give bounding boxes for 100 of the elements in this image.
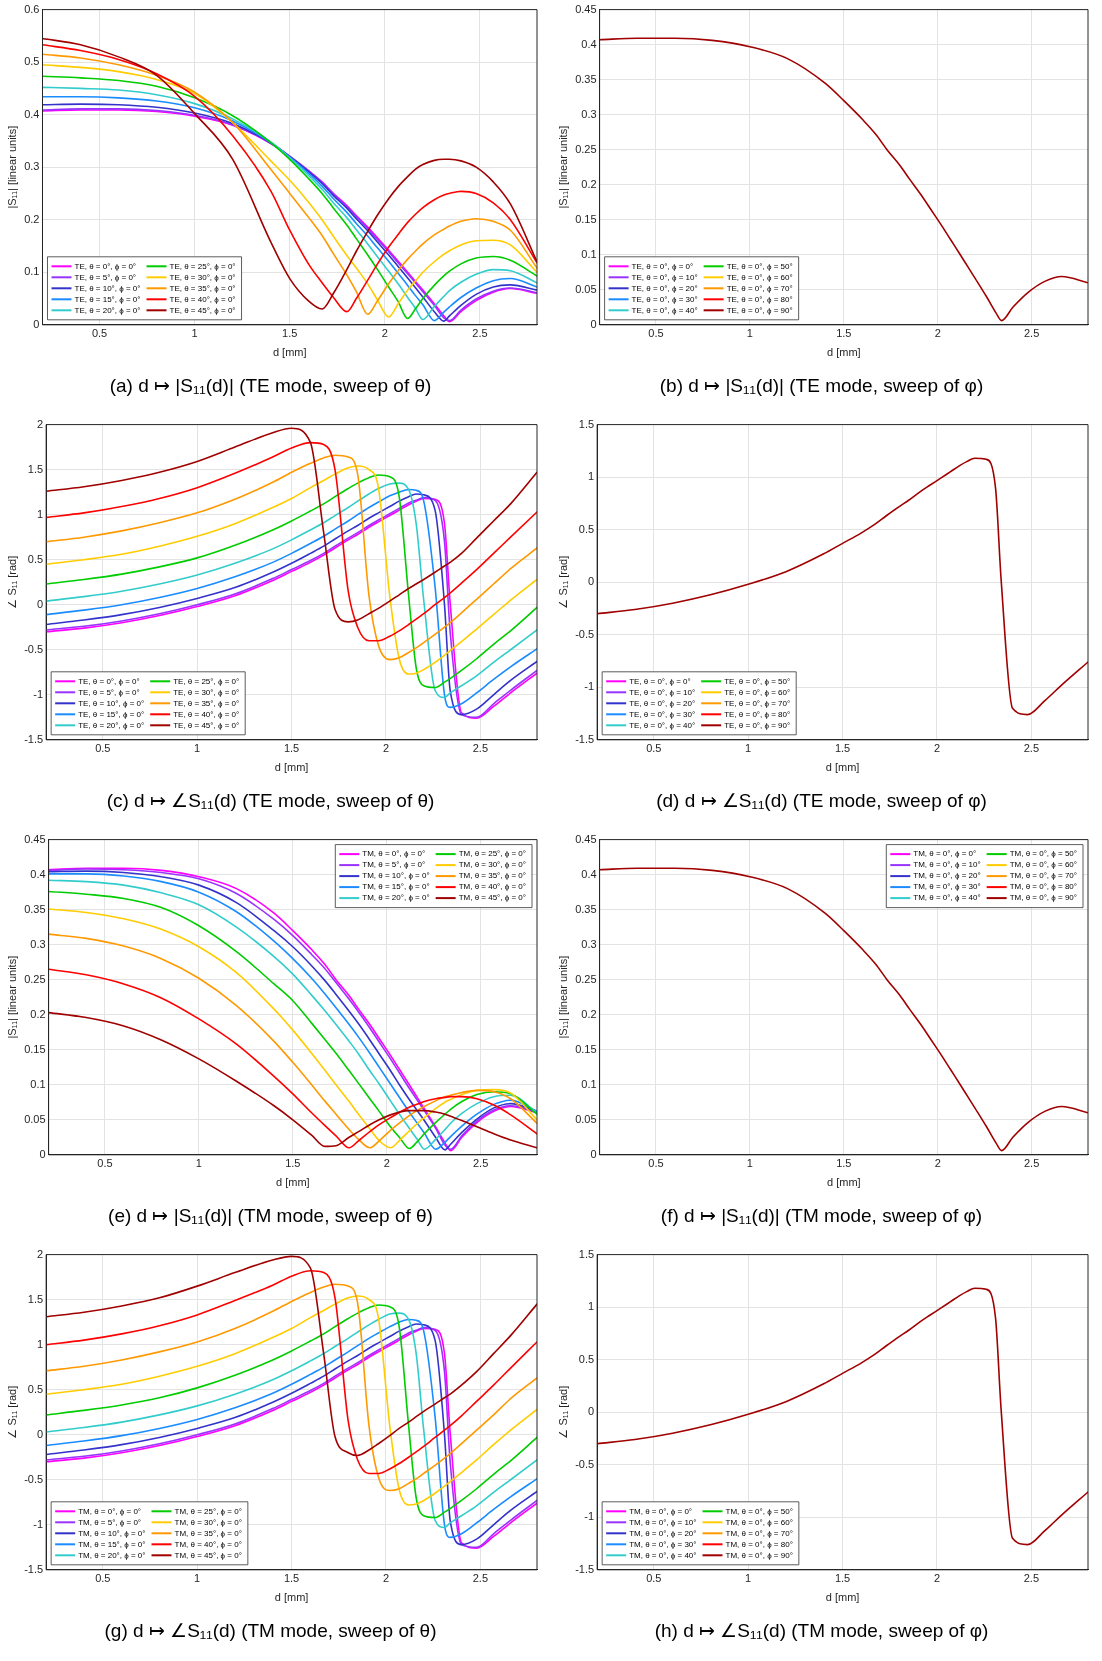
y-tick-label: 0.45 [575,832,597,845]
legend-label: TE, θ = 0°, ϕ = 50° [724,676,791,686]
y-tick-label: 0.5 [27,1382,44,1395]
legend-label: TM, θ = 0°, ϕ = 70° [725,1528,793,1538]
y-tick-label: 0.5 [578,1352,595,1365]
legend-label: TE, θ = 30°, ϕ = 0° [173,687,240,697]
text: (f) d ↦ |S₁₁(d)| (TM mode, sweep of φ) [660,1204,983,1226]
legend-label: TE, θ = 0°, ϕ = 80° [724,709,791,719]
x-tick-label: 2.5 [1023,742,1040,755]
x-tick-label: 1.5 [834,742,851,755]
x-tick-label: 1 [194,742,201,755]
legend-label: TM, θ = 15°, ϕ = 0° [78,1539,146,1549]
x-axis-title: d [mm] [825,1590,860,1603]
legend-label: TE, θ = 30°, ϕ = 0° [169,272,236,282]
legend-label: TE, θ = 5°, ϕ = 0° [74,272,137,282]
x-tick-label: 1 [746,327,753,340]
line-series [48,1011,537,1149]
y-tick-label: 1.5 [27,1292,44,1305]
y-tick-label: 1.5 [578,417,595,430]
y-tick-label: 0 [588,575,595,588]
x-tick-label: 2 [933,742,941,755]
legend-label: TM, θ = 0°, ϕ = 40° [629,1550,697,1560]
legend-label: TE, θ = 15°, ϕ = 0° [74,294,141,304]
y-tick-label: 0.15 [575,212,597,225]
y-tick-label: 0.4 [581,37,597,50]
legend-label: TM, θ = 10°, ϕ = 0° [362,871,430,881]
legend-label: TM, θ = 0°, ϕ = 0° [629,1506,693,1516]
x-tick-label: 1 [195,1157,202,1170]
y-tick-label: 0.15 [575,1042,597,1055]
legend-label: TM, θ = 0°, ϕ = 90° [725,1550,793,1560]
y-tick-label: 0 [33,317,40,330]
y-tick-label: -1.5 [24,1562,44,1575]
x-tick-label: 2.5 [473,1157,489,1170]
y-tick-label: -1 [584,680,595,693]
legend-label: TE, θ = 0°, ϕ = 90° [726,305,793,315]
y-tick-label: 0.15 [24,1042,46,1055]
x-tick-label: 2 [383,1157,390,1170]
y-tick-label: -0.5 [24,1472,44,1485]
y-tick-label: 0 [39,1147,46,1160]
y-tick-label: 0.4 [30,867,46,880]
y-tick-label: 0.45 [24,832,46,845]
legend-label: TM, θ = 35°, ϕ = 0° [458,871,527,881]
y-tick-label: 0.1 [30,1077,46,1090]
y-tick-label: -0.5 [24,642,44,655]
legend-label: TM, θ = 0°, ϕ = 60° [725,1517,793,1527]
legend-label: TE, θ = 0°, ϕ = 40° [631,305,698,315]
legend-label: TM, θ = 0°, ϕ = 30° [629,1539,697,1549]
y-tick-label: 0.6 [24,2,40,15]
legend-label: TE, θ = 0°, ϕ = 60° [724,687,791,697]
legend-label: TM, θ = 25°, ϕ = 0° [458,849,527,859]
x-tick-label: 2.5 [1023,1572,1040,1585]
y-tick-label: 0.1 [24,265,40,278]
y-tick-label: 0.5 [24,55,40,68]
y-axis-title: |S₁₁| [linear units] [556,125,569,209]
legend-label: TE, θ = 0°, ϕ = 70° [726,283,793,293]
y-tick-label: 0.05 [575,1112,597,1125]
y-tick-label: -1 [33,1517,44,1530]
legend-label: TE, θ = 0°, ϕ = 10° [631,272,698,282]
y-tick-label: 0.3 [24,160,40,173]
y-tick-label: 0 [590,1147,597,1160]
legend-label: TE, θ = 20°, ϕ = 0° [78,720,145,730]
y-tick-label: -0.5 [575,627,595,640]
y-axis-title: ∠ S₁₁ [rad] [5,1385,18,1439]
y-tick-label: 2 [37,417,44,430]
y-tick-label: 0 [588,1405,595,1418]
y-tick-label: 0.4 [581,867,597,880]
legend-label: TE, θ = 5°, ϕ = 0° [78,687,140,697]
y-tick-label: 0.2 [30,1007,46,1020]
y-tick-label: 1.5 [578,1247,595,1260]
x-tick-label: 2.5 [472,327,488,340]
y-tick-label: 0 [37,597,44,610]
legend-label: TE, θ = 35°, ϕ = 0° [173,698,240,708]
y-axis-title: |S₁₁| [linear units] [5,955,18,1039]
legend-label: TM, θ = 40°, ϕ = 0° [458,882,527,892]
legend-label: TM, θ = 5°, ϕ = 0° [78,1517,142,1527]
legend-label: TM, θ = 5°, ϕ = 0° [362,860,426,870]
y-tick-label: 0.45 [575,2,597,15]
x-tick-label: 0.5 [646,742,662,755]
x-tick-label: 0.5 [91,327,108,340]
x-tick-label: 1.5 [836,1157,852,1170]
x-tick-label: 1.5 [282,327,298,340]
legend-label: TE, θ = 0°, ϕ = 60° [726,272,793,282]
legend-label: TM, θ = 10°, ϕ = 0° [78,1528,146,1538]
legend-label: TM, θ = 40°, ϕ = 0° [174,1539,242,1549]
legend-label: TM, θ = 0°, ϕ = 60° [1009,860,1078,870]
legend-label: TE, θ = 0°, ϕ = 20° [629,698,696,708]
legend-label: TE, θ = 0°, ϕ = 0° [629,676,691,686]
legend-label: TE, θ = 0°, ϕ = 20° [631,283,698,293]
legend-label: TM, θ = 0°, ϕ = 90° [1009,893,1078,903]
legend-label: TM, θ = 30°, ϕ = 0° [174,1517,242,1527]
legend-label: TE, θ = 0°, ϕ = 70° [724,698,791,708]
x-tick-label: 1 [745,1572,752,1585]
y-tick-label: 0.1 [581,247,597,260]
x-tick-label: 0.5 [95,1572,111,1585]
x-tick-label: 2 [933,1572,941,1585]
legend-label: TM, θ = 0°, ϕ = 10° [629,1517,697,1527]
y-tick-label: 0.25 [575,142,597,155]
legend-label: TM, θ = 0°, ϕ = 80° [1009,882,1078,892]
y-tick-label: 0.2 [581,177,597,190]
legend-label: TM, θ = 0°, ϕ = 20° [629,1528,697,1538]
